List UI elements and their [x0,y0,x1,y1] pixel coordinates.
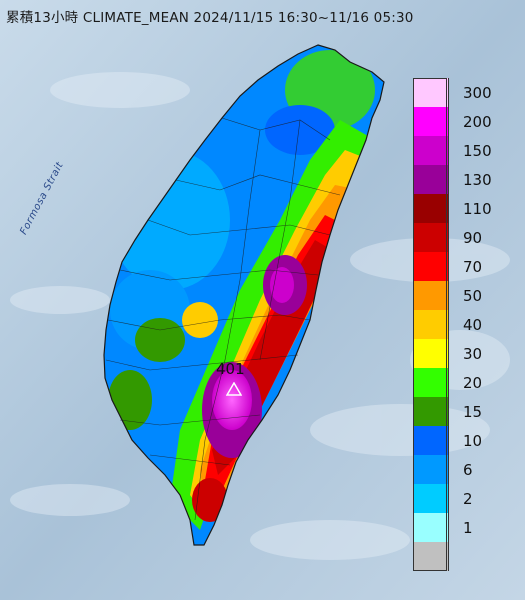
legend-swatch [413,165,449,194]
island-outline [103,44,385,546]
legend-swatch [413,455,449,484]
legend-swatch [413,426,449,455]
legend-label: 110 [463,199,492,218]
legend-label: 10 [463,431,483,450]
legend-swatch [413,513,449,542]
legend-label: 70 [463,257,483,276]
legend-label: 300 [463,83,492,102]
legend-label: 50 [463,286,483,305]
legend-swatch [413,107,449,136]
legend-swatch [413,397,449,426]
map-title: 累積13小時 CLIMATE_MEAN 2024/11/15 16:30~11/… [6,10,414,26]
legend-label: 6 [463,460,473,479]
county-boundaries [105,117,341,521]
legend-label: 130 [463,170,492,189]
legend-swatch [413,223,449,252]
legend-swatch [413,339,449,368]
legend-swatch [413,78,449,107]
rainfall-legend: 300 200 150 130 110 90 70 50 40 30 20 15 10 6 2 1 [413,78,523,572]
legend-label: 15 [463,402,483,421]
legend-label: 1 [463,518,473,537]
legend-label: 2 [463,489,473,508]
legend-swatch [413,542,449,571]
legend-label: 150 [463,141,492,160]
peak-value-label: 401 [216,360,245,378]
legend-label: 40 [463,315,483,334]
legend-swatch [413,281,449,310]
legend-label: 90 [463,228,483,247]
legend-swatch [413,136,449,165]
peak-triangle-icon [226,382,242,396]
legend-swatch [413,368,449,397]
legend-label: 20 [463,373,483,392]
legend-swatch [413,194,449,223]
legend-label: 200 [463,112,492,131]
legend-label: 30 [463,344,483,363]
legend-swatch [413,484,449,513]
legend-swatch [413,310,449,339]
legend-swatch [413,252,449,281]
